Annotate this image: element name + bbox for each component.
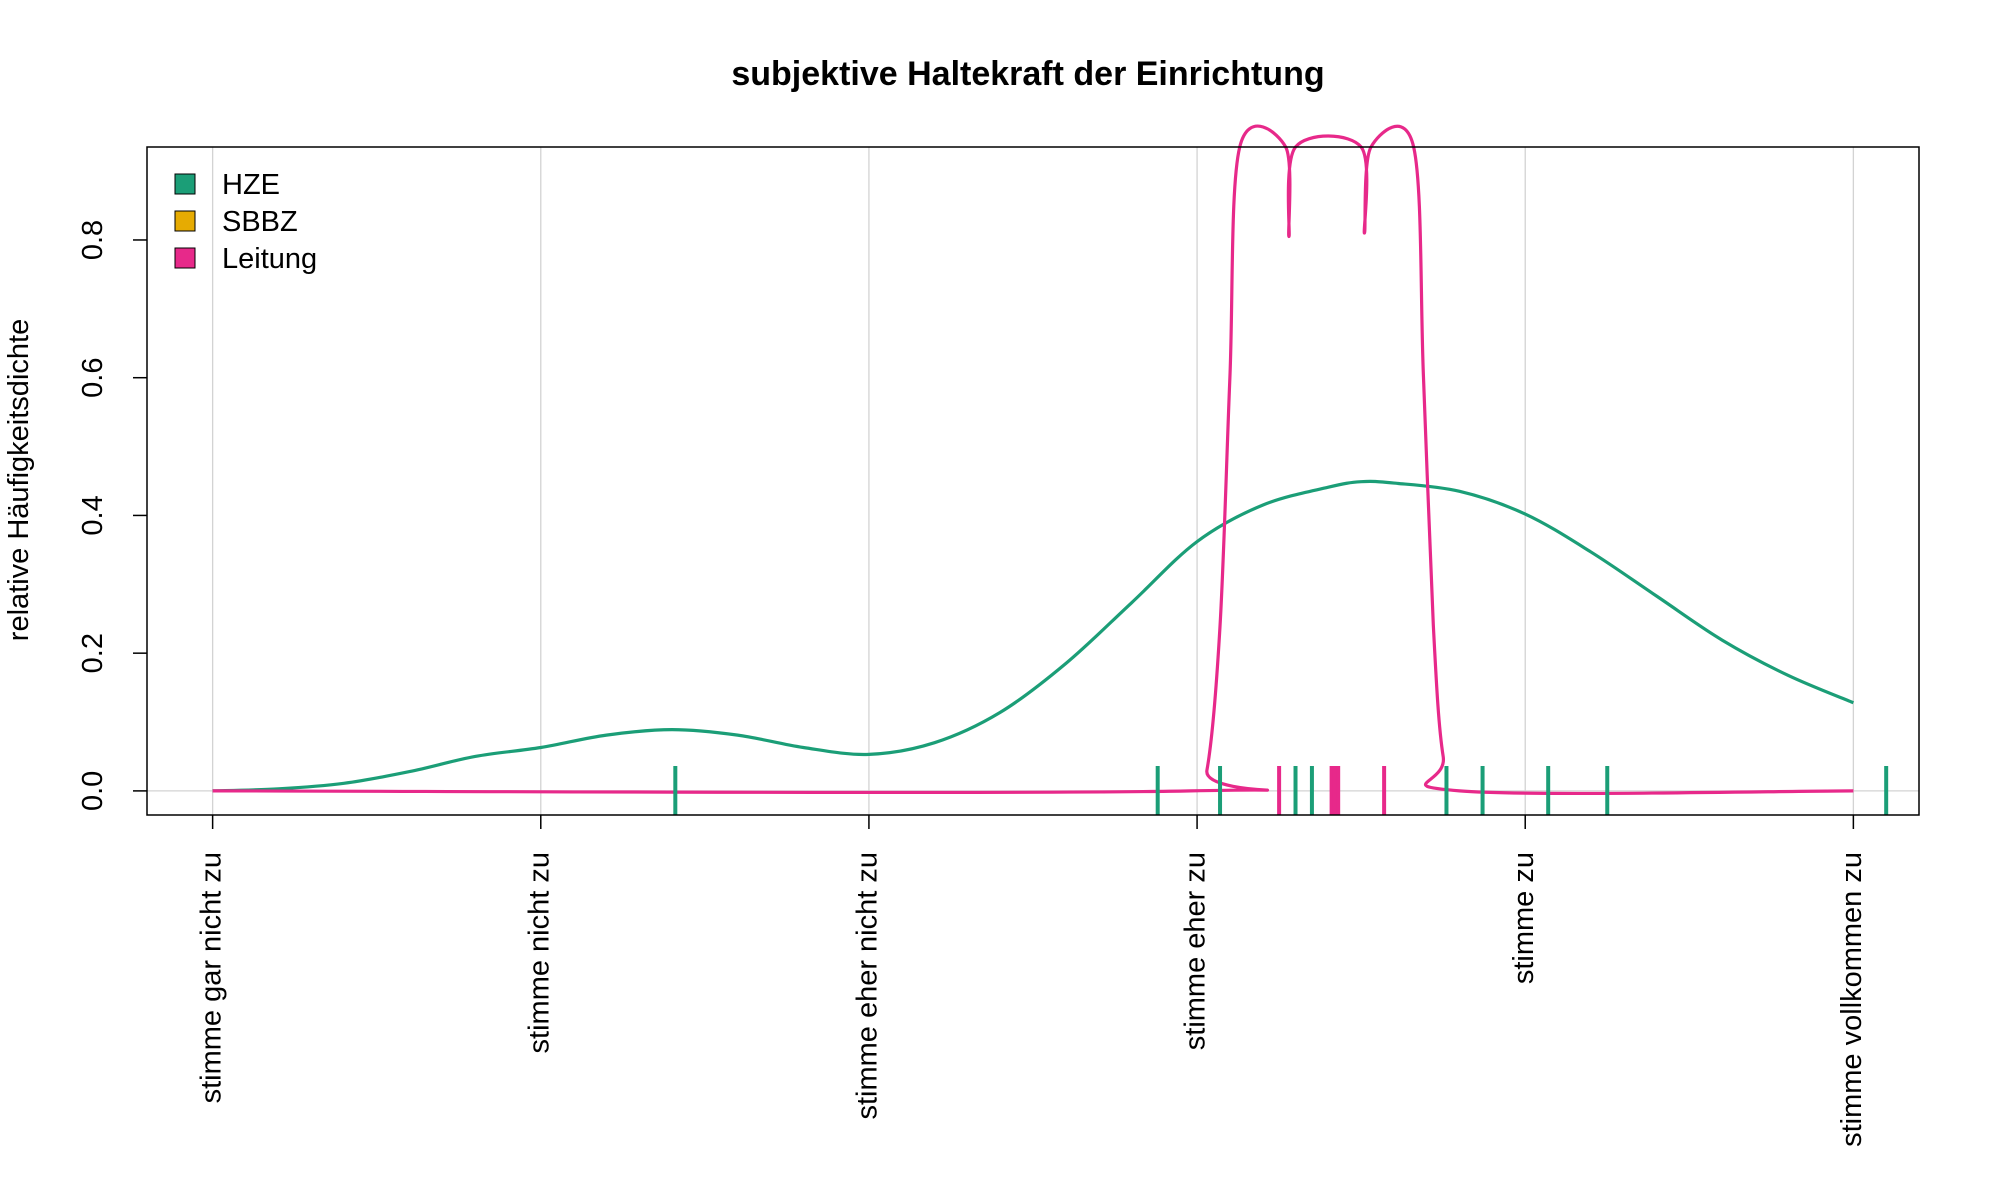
x-tick-label-5: stimme zu [1508, 852, 1540, 984]
legend-label-hze: HZE [222, 169, 280, 201]
x-tick-label-3: stimme eher nicht zu [852, 852, 884, 1120]
plot-frame [146, 146, 1920, 816]
y-axis-label: relative Häufigkeitsdichte [3, 319, 35, 641]
y-tick-label-1: 0.2 [77, 633, 109, 673]
legend-label-sbbz: SBBZ [222, 206, 298, 238]
legend: HZE SBBZ Leitung [174, 169, 317, 275]
x-tick-label-4: stimme eher zu [1180, 852, 1212, 1050]
legend-label-leitung: Leitung [222, 243, 317, 275]
chart-title: subjektive Haltekraft der Einrichtung [731, 55, 1324, 93]
legend-swatch-hze [174, 173, 196, 195]
density-line-hze [212, 479, 1854, 793]
x-tick-label-6: stimme vollkommen zu [1836, 852, 1868, 1147]
y-axis: 0.0 0.2 0.4 0.6 0.8 [77, 220, 147, 811]
y-tick-label-3: 0.6 [77, 358, 109, 398]
y-tick-label-2: 0.4 [77, 495, 109, 535]
y-tick-label-0: 0.0 [77, 771, 109, 811]
x-axis: stimme gar nicht zu stimme nicht zu stimme… [195, 815, 1868, 1147]
y-tick-label-4: 0.8 [77, 220, 109, 260]
density-line-leitung [212, 124, 1854, 796]
x-tick-label-2: stimme nicht zu [523, 852, 555, 1053]
legend-swatch-leitung [174, 247, 196, 269]
legend-swatch-sbbz [174, 210, 196, 232]
rug-layer [673, 766, 1889, 815]
grid-lines [147, 147, 1919, 815]
series-layer [212, 124, 1854, 796]
x-tick-label-1: stimme gar nicht zu [195, 852, 227, 1103]
